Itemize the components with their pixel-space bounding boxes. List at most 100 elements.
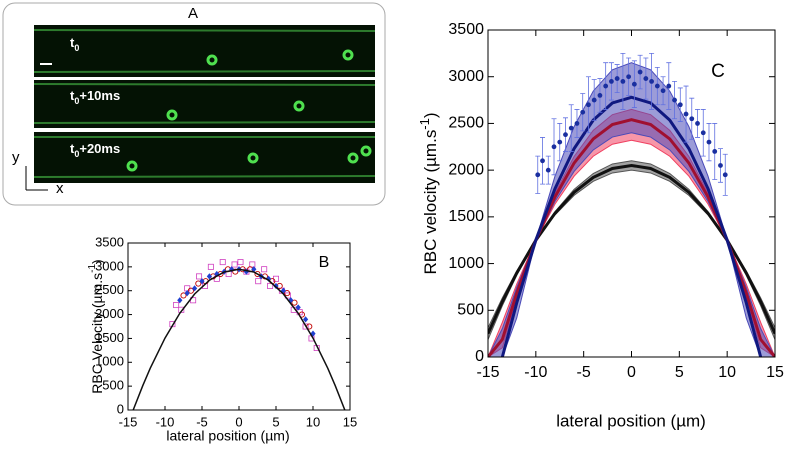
point xyxy=(695,121,700,126)
y-tick-label: 2000 xyxy=(95,306,124,321)
frame-suffix: +10ms xyxy=(79,88,120,103)
point xyxy=(626,74,632,80)
y-tick-label: 3000 xyxy=(95,258,124,273)
fit-curve xyxy=(488,163,775,335)
y-tick-label: 1000 xyxy=(95,354,124,369)
x-tick-label: 15 xyxy=(343,414,357,429)
point xyxy=(557,139,563,145)
micrograph xyxy=(34,25,375,77)
frame-base: t xyxy=(70,35,75,50)
y-tick-label: 0 xyxy=(117,401,124,416)
point xyxy=(249,261,256,268)
point xyxy=(706,139,712,145)
x-tick-label: 10 xyxy=(306,414,320,429)
point xyxy=(196,273,203,280)
frame-label: t0+20ms xyxy=(70,141,120,159)
point xyxy=(654,83,660,89)
y-axis-label: RBC velocity (µm.s-1) xyxy=(417,112,440,274)
x-tick-label: 0 xyxy=(627,364,636,381)
y-tick-label: 0 xyxy=(475,348,484,365)
point xyxy=(568,125,574,131)
point xyxy=(580,109,586,115)
plot-area xyxy=(132,259,346,410)
x-tick-label: 5 xyxy=(675,364,684,381)
x-tick-label: 10 xyxy=(718,364,736,381)
panel-label: B xyxy=(319,254,330,271)
point xyxy=(540,158,545,164)
point xyxy=(603,83,609,89)
point xyxy=(232,268,239,275)
y-tick-label: 3500 xyxy=(95,234,124,249)
point xyxy=(609,78,614,84)
y-axis-label: RBC Velocity (µm.s-1) xyxy=(87,259,105,393)
point xyxy=(689,116,695,122)
frame-sub: 0 xyxy=(74,149,79,159)
y-label-close: ) xyxy=(421,112,440,118)
point xyxy=(586,102,591,108)
point xyxy=(266,275,272,282)
point xyxy=(255,278,262,285)
point xyxy=(614,76,620,81)
point xyxy=(672,97,677,103)
point xyxy=(718,163,723,168)
fit-curve xyxy=(132,268,346,410)
frame-label: t0 xyxy=(70,35,79,53)
point xyxy=(597,93,603,98)
point xyxy=(677,102,683,108)
point xyxy=(177,297,183,304)
x-tick-label: 5 xyxy=(272,414,279,429)
point xyxy=(231,261,238,268)
y-tick-label: 3000 xyxy=(448,68,484,85)
y-tick-label: 2000 xyxy=(448,161,484,178)
point xyxy=(649,78,654,84)
x-axis-label: lateral position (µm) xyxy=(556,411,706,430)
x-tick-label: -5 xyxy=(577,364,591,381)
point xyxy=(184,290,190,297)
axis-letter: y xyxy=(12,149,20,166)
fit-curve xyxy=(500,95,763,357)
frame-sub: 0 xyxy=(74,43,79,53)
y-tick-label: 500 xyxy=(102,378,124,393)
y-tick-label: 3500 xyxy=(448,21,484,38)
point xyxy=(620,78,626,84)
point xyxy=(712,149,718,154)
panel-label: C xyxy=(711,61,725,82)
point xyxy=(637,69,643,75)
y-label-text: RBC velocity (µm.s xyxy=(421,130,440,275)
point xyxy=(243,268,249,275)
x-tick-label: -10 xyxy=(156,414,175,429)
point xyxy=(195,280,202,287)
confidence-band xyxy=(488,160,775,340)
x-tick-label: 15 xyxy=(766,364,784,381)
point xyxy=(303,316,309,323)
panel-label: A xyxy=(188,5,198,22)
point xyxy=(302,323,309,330)
x-tick-label: -15 xyxy=(119,414,138,429)
point xyxy=(660,88,666,94)
point xyxy=(261,266,268,273)
point xyxy=(666,83,672,89)
frame-sub: 0 xyxy=(74,96,79,106)
point xyxy=(295,304,301,311)
vessel-walls xyxy=(33,29,376,178)
point xyxy=(237,259,244,266)
micrograph xyxy=(34,132,375,183)
axis-letter: x xyxy=(56,180,64,197)
point xyxy=(591,97,597,103)
point xyxy=(173,302,180,309)
point xyxy=(207,263,214,270)
y-tick-label: 500 xyxy=(457,302,484,319)
point xyxy=(551,144,557,150)
frame-suffix: +20ms xyxy=(79,141,120,156)
y-tick-label: 1500 xyxy=(448,208,484,225)
point xyxy=(254,270,261,278)
frame-label: t0+10ms xyxy=(70,88,120,106)
point xyxy=(535,172,541,178)
point xyxy=(291,299,298,306)
point xyxy=(251,266,257,273)
plot-area xyxy=(488,52,775,357)
fit-curve xyxy=(488,118,775,357)
